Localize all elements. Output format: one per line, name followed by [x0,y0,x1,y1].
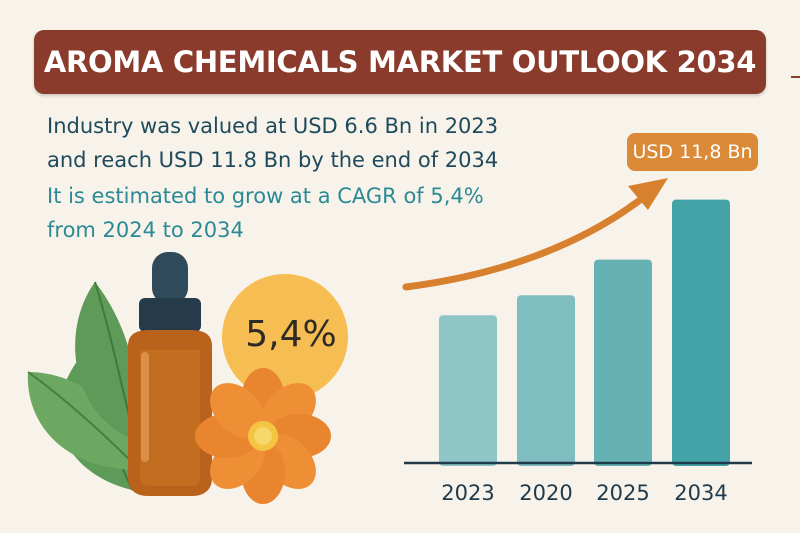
trend-arrow-icon [402,196,644,291]
x-tick-label: 2034 [674,481,727,505]
cagr-value: 5,4% [245,314,337,355]
bar-2023 [439,315,497,466]
summary-line-2: and reach USD 11.8 Bn by the end of 2034 [47,148,499,172]
summary-line-4: from 2024 to 2034 [47,218,244,242]
summary-line-3: It is estimated to grow at a CAGR of 5,4… [47,184,484,208]
flower-icon [195,368,331,504]
summary-line-1: Industry was valued at USD 6.6 Bn in 202… [47,114,499,138]
page-title: AROMA CHEMICALS MARKET OUTLOOK 2034 [43,45,757,79]
x-tick-label: 2020 [519,481,572,505]
edge-decoration [791,76,800,78]
bar-2020 [517,295,575,466]
trend-arrow-head [628,178,668,210]
x-tick-label: 2025 [596,481,649,505]
cagr-badge-circle [222,274,348,400]
bar-2025 [594,259,652,466]
x-tick-label: 2023 [441,481,494,505]
dropper-bottle-icon [128,252,212,496]
chart-annotation: USD 11,8 Bn [632,141,753,163]
bar-2034 [672,199,730,466]
title-banner: AROMA CHEMICALS MARKET OUTLOOK 2034 [34,30,766,94]
chart-annotation-badge: USD 11,8 Bn [627,133,758,171]
leaf-icon [27,281,141,491]
